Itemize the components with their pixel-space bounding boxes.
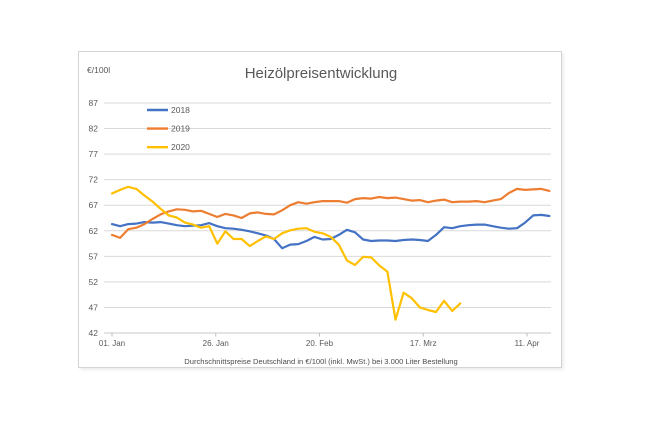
x-tick-label: 17. Mrz	[410, 339, 437, 348]
legend-label-2019: 2019	[171, 124, 190, 134]
axis-labels: 42 47 52 57 62 67 72 77 82 87 01. Jan 26. Jan 20. Fe…	[89, 98, 540, 348]
axes	[111, 333, 528, 337]
y-tick-label-47: 47	[89, 302, 99, 312]
x-tick-label: 11. Apr	[515, 339, 540, 348]
legend-label-2020: 2020	[171, 142, 190, 152]
legend-item-2019: 2019	[147, 124, 190, 134]
y-tick-label-67: 67	[89, 200, 99, 210]
y-tick-label-42: 42	[89, 328, 99, 338]
y-tick-label-82: 82	[89, 124, 99, 134]
series-2020-line	[110, 185, 462, 321]
legend-item-2018: 2018	[147, 105, 190, 115]
y-tick-label-72: 72	[89, 175, 99, 185]
y-tick-label-77: 77	[89, 149, 99, 159]
chart-caption: Durchschnittspreise Deutschland in €/100…	[184, 357, 458, 366]
series-2019-line	[110, 187, 551, 239]
chart-title: Heizölpreisentwicklung	[245, 65, 398, 82]
y-tick-label-62: 62	[89, 226, 99, 236]
price-chart: 42 47 52 57 62 67 72 77 82 87 01. Jan 26. Jan 20. Fe…	[87, 65, 551, 366]
y-tick-label-57: 57	[89, 251, 99, 261]
x-tick-label: 01. Jan	[99, 339, 125, 348]
legend-label-2018: 2018	[171, 105, 190, 115]
y-tick-label-87: 87	[89, 98, 99, 108]
legend-item-2020: 2020	[147, 142, 190, 152]
gridlines	[104, 102, 551, 334]
chart-container: 42 47 52 57 62 67 72 77 82 87 01. Jan 26. Jan 20. Fe…	[78, 51, 562, 368]
x-tick-label: 20. Feb	[306, 339, 334, 348]
series-lines	[110, 185, 551, 321]
y-axis-unit-label: €/100l	[87, 65, 110, 75]
series-2018-line	[110, 213, 551, 250]
x-tick-label: 26. Jan	[203, 339, 229, 348]
y-tick-label-52: 52	[89, 277, 99, 287]
legend: 2018 2019 2020	[147, 105, 190, 152]
